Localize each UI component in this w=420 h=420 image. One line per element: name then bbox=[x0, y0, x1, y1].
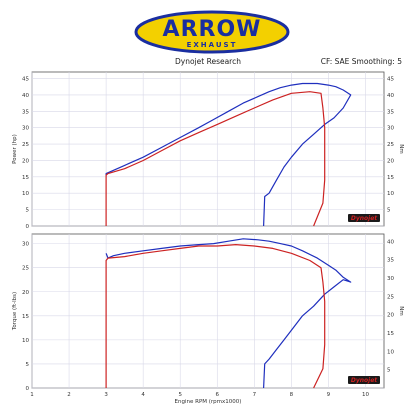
y-right-tick-label: 5 bbox=[387, 368, 391, 374]
y-tick-label: 10 bbox=[22, 338, 29, 344]
y-tick-label: 45 bbox=[22, 77, 29, 83]
y-right-tick-label: 25 bbox=[387, 294, 394, 300]
series-line-blue bbox=[105, 82, 352, 227]
series-line-blue bbox=[105, 238, 352, 389]
x-tick-label: 9 bbox=[327, 392, 331, 398]
y-right-tick-label: 45 bbox=[387, 77, 394, 83]
y-right-tick-label: 30 bbox=[387, 276, 394, 282]
x-axis-label: Engine RPM (rpmx1000) bbox=[175, 399, 242, 405]
y-right-tick-label: 20 bbox=[387, 313, 394, 319]
dynojet-watermark-badge bbox=[348, 376, 380, 384]
y-axis-label: Torque (ft-lbs) bbox=[12, 292, 18, 331]
y-tick-label: 30 bbox=[22, 242, 29, 248]
y-right-tick-label: 40 bbox=[387, 239, 394, 245]
dynojet-watermark-text: Dynojet bbox=[351, 377, 378, 384]
dynojet-watermark-badge bbox=[348, 214, 380, 222]
series-line-red bbox=[105, 91, 326, 227]
y-tick-label: 5 bbox=[26, 208, 30, 214]
y-right-tick-label: 10 bbox=[387, 349, 394, 355]
y-tick-label: 25 bbox=[22, 142, 29, 148]
y-tick-label: 10 bbox=[22, 191, 29, 197]
x-tick-label: 8 bbox=[290, 392, 294, 398]
x-tick-label: 6 bbox=[216, 392, 220, 398]
y-axis-label: Power (hp) bbox=[12, 134, 18, 164]
y-right-tick-label: 10 bbox=[387, 191, 394, 197]
plot-area-frame bbox=[31, 233, 385, 389]
y-tick-label: 20 bbox=[22, 290, 29, 296]
x-tick-label: 5 bbox=[178, 392, 182, 398]
y-right-tick-label: 15 bbox=[387, 175, 394, 181]
y-tick-label: 5 bbox=[26, 362, 30, 368]
x-tick-label: 1 bbox=[30, 392, 34, 398]
y-tick-label: 35 bbox=[22, 109, 29, 115]
y-right-tick-label: 20 bbox=[387, 158, 394, 164]
y-right-tick-label: 15 bbox=[387, 331, 394, 337]
x-tick-label: 3 bbox=[104, 392, 108, 398]
y-tick-label: 15 bbox=[22, 314, 29, 320]
y-right-axis-label: Nm bbox=[398, 144, 404, 153]
y-right-tick-label: 40 bbox=[387, 93, 394, 99]
series-line-red bbox=[105, 244, 326, 389]
arrow-exhaust-logo: ARROW EXHAUST bbox=[134, 10, 290, 54]
header-settings: CF: SAE Smoothing: 5 bbox=[321, 57, 402, 66]
y-tick-label: 0 bbox=[26, 224, 30, 230]
y-tick-label: 20 bbox=[22, 158, 29, 164]
y-tick-label: 0 bbox=[26, 386, 30, 392]
power-chart-panel: 0 5 10 15 20 25 30 35 40 45 5 10 15 20 25 30 35 40 45 Power… bbox=[12, 71, 404, 230]
x-tick-label: 2 bbox=[67, 392, 71, 398]
y-tick-label: 30 bbox=[22, 126, 29, 132]
logo-badge-shape bbox=[134, 10, 290, 54]
x-tick-label: 7 bbox=[253, 392, 257, 398]
y-right-tick-label: 25 bbox=[387, 142, 394, 148]
plot-area-frame bbox=[31, 71, 385, 227]
y-tick-label: 15 bbox=[22, 175, 29, 181]
y-right-tick-label: 5 bbox=[387, 208, 391, 214]
y-right-tick-label: 35 bbox=[387, 109, 394, 115]
y-right-tick-label: 30 bbox=[387, 126, 394, 132]
y-right-axis-label: Nm bbox=[398, 306, 404, 315]
logo-brand-text: ARROW bbox=[163, 17, 262, 42]
y-tick-label: 25 bbox=[22, 266, 29, 272]
x-tick-label: 4 bbox=[141, 392, 145, 398]
y-tick-label: 40 bbox=[22, 93, 29, 99]
dynojet-watermark-text: Dynojet bbox=[351, 215, 378, 222]
y-right-tick-label: 35 bbox=[387, 258, 394, 264]
header-source: Dynojet Research bbox=[175, 57, 241, 66]
x-tick-label: 10 bbox=[362, 392, 369, 398]
logo-sub-text: EXHAUST bbox=[187, 41, 238, 49]
